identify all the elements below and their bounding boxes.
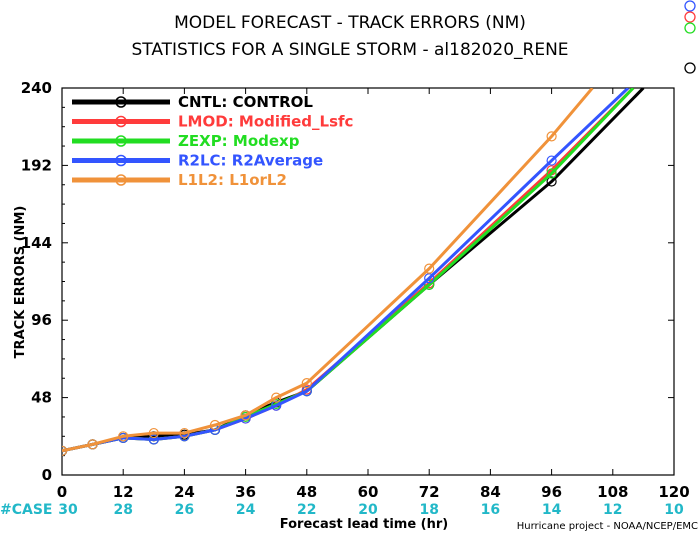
case-count: 16 xyxy=(481,502,500,518)
x-tick-label: 24 xyxy=(174,483,195,501)
series-point xyxy=(148,427,159,439)
case-count: 28 xyxy=(113,502,132,518)
y-tick-label: 144 xyxy=(21,234,52,252)
x-axis-label: Forecast lead time (hr) xyxy=(280,517,448,532)
case-count: 20 xyxy=(358,502,378,518)
x-tick-label: 12 xyxy=(113,483,134,501)
series-point xyxy=(546,176,557,187)
series-point xyxy=(301,377,312,389)
x-tick-label: 36 xyxy=(235,483,256,501)
blue-circle-icon xyxy=(684,0,696,12)
series-point xyxy=(118,431,129,442)
black-circle-icon xyxy=(684,62,696,74)
corner-circles xyxy=(684,0,696,74)
series-point xyxy=(87,439,98,450)
y-tick-label: 0 xyxy=(42,466,52,484)
case-count: 10 xyxy=(664,502,684,518)
series-point xyxy=(424,263,435,274)
case-counts: #CASE 30 28 26 24 22 20 18 16 14 12 10 xyxy=(0,502,684,518)
x-tick-label: 120 xyxy=(658,483,689,501)
case-count: 18 xyxy=(419,502,438,518)
legend-marker xyxy=(115,174,127,186)
x-tick-label: 0 xyxy=(57,483,67,501)
legend-marker xyxy=(115,96,127,108)
x-tick-label: 108 xyxy=(597,483,628,501)
series-point xyxy=(301,386,312,397)
case-count: 22 xyxy=(297,502,316,518)
series-point xyxy=(424,273,435,284)
legend-label: R2LC: R2Average xyxy=(178,152,323,170)
x-tick-label: 72 xyxy=(419,483,440,501)
series-point xyxy=(271,400,282,411)
axes: 0 12 24 36 48 60 72 84 96 108 120 0 48 96 144 192 240 xyxy=(21,79,690,501)
legend-label: LMOD: Modified_Lsfc xyxy=(178,113,353,131)
series-layer xyxy=(62,88,645,456)
series-point xyxy=(546,168,557,179)
chart-title: MODEL FORECAST - TRACK ERRORS (NM) xyxy=(174,13,526,33)
x-tick-label: 84 xyxy=(480,483,501,501)
case-label: #CASE xyxy=(0,502,53,518)
case-count: 30 xyxy=(58,502,78,518)
legend-marker xyxy=(115,115,127,128)
green-circle-icon xyxy=(684,22,696,34)
series-group xyxy=(62,88,594,456)
red-circle-icon xyxy=(684,11,696,23)
y-tick-label: 192 xyxy=(21,156,52,174)
series-point xyxy=(546,155,557,166)
case-count: 26 xyxy=(175,502,194,518)
legend-label: L1L2: L1orL2 xyxy=(178,171,287,189)
series-line xyxy=(62,88,594,453)
series-point xyxy=(240,410,251,421)
legend-label: ZEXP: Modexp xyxy=(178,132,300,150)
legend-marker xyxy=(115,154,127,167)
x-tick-label: 48 xyxy=(296,483,317,501)
y-tick-label: 48 xyxy=(31,389,52,407)
series-point xyxy=(546,131,557,142)
y-tick-label: 240 xyxy=(21,79,52,97)
legend-marker xyxy=(115,135,127,147)
series-point xyxy=(179,427,190,439)
plot-frame xyxy=(61,87,675,476)
series-point xyxy=(62,445,68,456)
y-tick-label: 96 xyxy=(31,311,52,329)
series-point xyxy=(148,434,159,445)
chart-subtitle: STATISTICS FOR A SINGLE STORM - al182020… xyxy=(131,40,568,60)
series-point xyxy=(209,419,221,431)
case-count: 12 xyxy=(603,502,622,518)
x-tick-label: 60 xyxy=(358,483,379,501)
legend-label: CNTL: CONTROL xyxy=(178,93,313,111)
case-count: 24 xyxy=(236,502,256,518)
case-count: 14 xyxy=(542,502,562,518)
credit-text: Hurricane project - NOAA/NCEP/EMC xyxy=(517,521,698,532)
y-axis-label: TRACK ERRORS (NM) xyxy=(13,206,28,359)
series-point xyxy=(271,392,282,403)
x-tick-label: 96 xyxy=(541,483,562,501)
